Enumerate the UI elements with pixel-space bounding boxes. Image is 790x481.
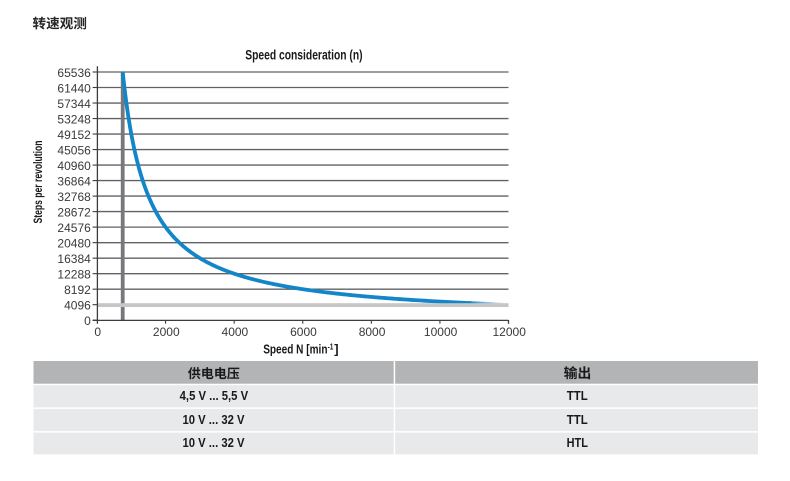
svg-text:8000: 8000 — [359, 325, 386, 339]
svg-text:16384: 16384 — [57, 252, 91, 266]
svg-text:0: 0 — [84, 314, 91, 328]
svg-text:6000: 6000 — [290, 325, 317, 339]
svg-text:10000: 10000 — [424, 325, 458, 339]
svg-text:36864: 36864 — [57, 174, 91, 188]
svg-text:8192: 8192 — [64, 283, 91, 297]
svg-text:4000: 4000 — [222, 325, 249, 339]
svg-text:49152: 49152 — [57, 128, 91, 142]
svg-text:28672: 28672 — [57, 205, 91, 219]
svg-text:10 V ... 32 V: 10 V ... 32 V — [183, 412, 245, 427]
svg-text:53248: 53248 — [57, 112, 91, 126]
svg-text:Speed N [min: Speed N [min — [263, 342, 327, 357]
svg-text:20480: 20480 — [57, 236, 91, 250]
svg-text:-1: -1 — [328, 343, 334, 352]
svg-text:Steps per revolution: Steps per revolution — [33, 141, 45, 224]
svg-text:65536: 65536 — [57, 66, 91, 80]
svg-text:]: ] — [334, 342, 338, 357]
svg-text:24576: 24576 — [57, 221, 91, 235]
svg-text:45056: 45056 — [57, 143, 91, 157]
svg-text:2000: 2000 — [153, 325, 180, 339]
svg-text:61440: 61440 — [57, 81, 91, 95]
svg-text:40960: 40960 — [57, 159, 91, 173]
svg-text:12288: 12288 — [57, 267, 91, 281]
svg-text:4096: 4096 — [64, 298, 91, 312]
svg-text:57344: 57344 — [57, 97, 91, 111]
svg-text:TTL: TTL — [567, 412, 588, 427]
svg-text:12000: 12000 — [493, 325, 527, 339]
svg-text:4,5 V ... 5,5 V: 4,5 V ... 5,5 V — [180, 388, 249, 403]
svg-text:0: 0 — [94, 325, 101, 339]
svg-text:10 V ... 32 V: 10 V ... 32 V — [183, 435, 245, 450]
svg-text:TTL: TTL — [567, 388, 588, 403]
svg-text:32768: 32768 — [57, 190, 91, 204]
svg-text:HTL: HTL — [567, 435, 588, 450]
svg-text:Speed consideration (n): Speed consideration (n) — [245, 47, 362, 62]
